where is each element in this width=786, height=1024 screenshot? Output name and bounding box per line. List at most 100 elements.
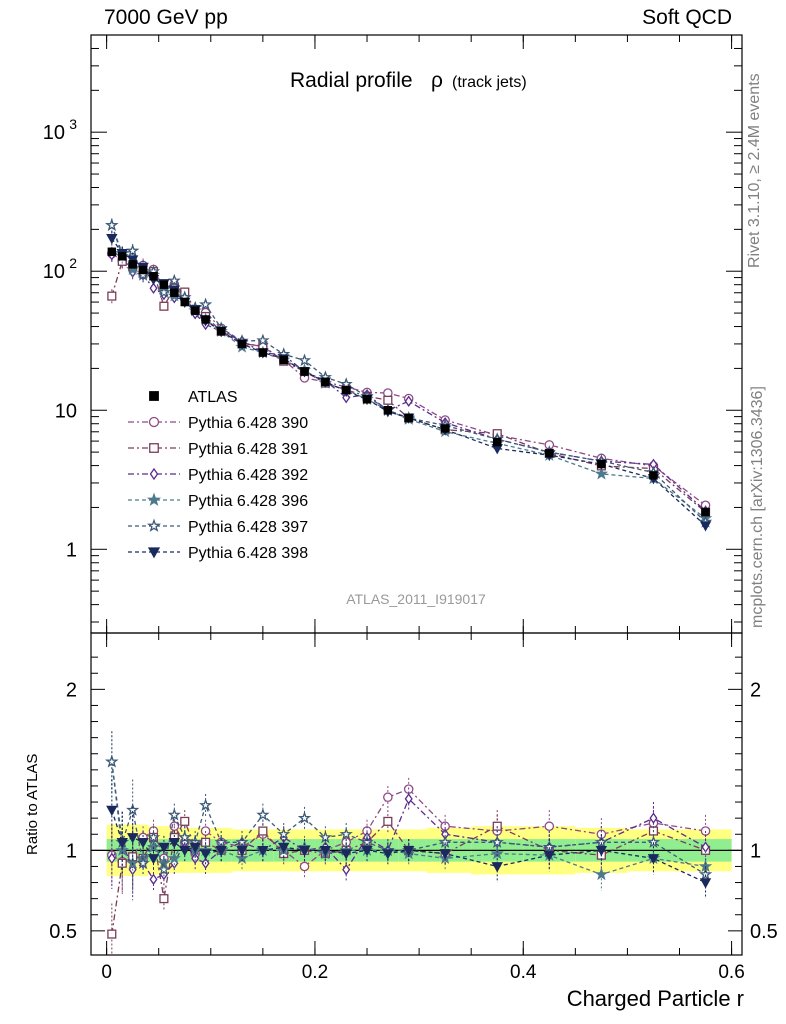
series-1-ratio-point (544, 821, 555, 831)
series-5-main-point (157, 285, 171, 299)
legend-series-marker (149, 467, 159, 481)
atlas-data-point (545, 449, 554, 458)
series-6-ratio-point (647, 854, 660, 865)
x-tick-label: 0 (101, 962, 112, 983)
legend-series-label: Pythia 6.428 396 (188, 493, 308, 510)
atlas-data-point (118, 252, 127, 261)
series-2-ratio-point (258, 826, 268, 836)
series-2-main-point (383, 395, 393, 405)
atlas-data-point (190, 306, 200, 315)
series-5-main-point (256, 333, 270, 347)
ratio-y-tick-label-right: 1 (750, 840, 761, 862)
series-5-ratio-point (157, 862, 171, 876)
series-6-ratio-point (491, 862, 503, 873)
analysis-id-label: ATLAS_2011_I919017 (346, 591, 486, 607)
series-6-ratio-point (126, 833, 139, 844)
atlas-data-point (649, 471, 658, 480)
series-6-ratio-point (168, 837, 181, 849)
atlas-data-point (159, 280, 169, 289)
series-6-ratio-point (439, 849, 451, 860)
series-3-ratio-point (649, 812, 658, 824)
series-5-ratio-point (297, 811, 312, 824)
atlas-data-point (597, 459, 606, 469)
atlas-data-point (258, 348, 268, 357)
atlas-data-point (279, 355, 288, 365)
series-6-ratio-point (137, 837, 149, 849)
series-6-ratio-point (382, 849, 394, 860)
legend-series-marker (146, 518, 162, 532)
main-plot-frame (90, 34, 743, 634)
series-4-ratio-point (126, 856, 140, 869)
main-y-tick-exponent: 3 (69, 116, 77, 132)
chart-title-symbol: ρ (431, 69, 443, 92)
series-3-main-point (149, 282, 158, 294)
header-process-label: Soft QCD (642, 6, 732, 29)
series-4-ratio-point (167, 851, 181, 865)
series-5-main-point (167, 273, 181, 287)
atlas-data-point (362, 395, 372, 404)
atlas-data-point (300, 367, 309, 376)
series-6-ratio-point (298, 846, 311, 857)
series-6-ratio-point (236, 846, 248, 857)
main-y-tick-label: 10 (43, 261, 65, 283)
x-tick-label: 0.4 (510, 962, 537, 983)
legend-series-label: Pythia 6.428 398 (188, 545, 308, 562)
series-4-main-point (594, 466, 609, 480)
series-5-ratio-point (167, 807, 181, 821)
ratio-y-axis-label: Ratio to ATLAS (24, 754, 41, 855)
series-2-ratio-point (159, 894, 169, 904)
ratio-y-tick-label-right: 0.5 (750, 921, 778, 943)
series-6-main-line (111, 237, 706, 527)
legend-series-label: Pythia 6.428 391 (188, 441, 308, 458)
series-2-main-point (159, 301, 169, 311)
series-2-ratio-point (383, 816, 393, 826)
series-5-main-line (111, 225, 706, 523)
series-5-ratio-point (490, 835, 504, 848)
series-3-ratio-point (107, 852, 116, 865)
chart-title-suffix: (track jets) (452, 74, 527, 91)
atlas-data-point (201, 315, 210, 324)
legend-series-marker (148, 416, 160, 428)
main-y-tick-label: 10 (55, 400, 77, 422)
series-5-ratio-point (438, 835, 452, 848)
series-5-ratio-point (198, 798, 213, 812)
atlas-data-point (440, 424, 450, 433)
series-2-ratio-point (117, 858, 127, 868)
x-axis-label: Charged Particle r (567, 986, 744, 1011)
series-6-ratio-point (158, 842, 170, 854)
series-6-ratio-point (361, 846, 373, 857)
series-5-ratio-line (111, 761, 706, 876)
series-4-ratio-point (594, 867, 609, 881)
series-6-ratio-point (147, 854, 160, 865)
legend-series-marker (146, 492, 162, 506)
series-6-ratio-point (215, 846, 227, 857)
atlas-data-point (493, 437, 502, 447)
series-6-ratio-point (595, 846, 608, 857)
legend-series-label: Pythia 6.428 392 (188, 467, 308, 484)
x-tick-label: 0.6 (718, 962, 744, 983)
legend-atlas-marker (149, 391, 159, 401)
atlas-data-point (701, 507, 710, 517)
ratio-y-tick-label-left: 2 (66, 679, 77, 701)
atlas-data-point (341, 385, 351, 395)
series-5-main-point (105, 218, 119, 231)
atlas-data-point (321, 377, 330, 387)
series-6-ratio-point (199, 849, 212, 860)
x-tick-label: 0.2 (302, 962, 328, 983)
legend-series-label: Pythia 6.428 397 (188, 519, 308, 536)
series-5-ratio-point (136, 856, 150, 869)
legend-series-marker (147, 547, 161, 559)
series-2-ratio-point (492, 821, 502, 831)
series-5-ratio-point (146, 830, 161, 844)
series-1-ratio-point (383, 792, 393, 803)
series-6-ratio-point (116, 837, 128, 849)
series-6-main-point (699, 521, 712, 532)
main-y-tick-exponent: 2 (69, 255, 77, 271)
series-5-ratio-point (339, 827, 353, 840)
series-3-ratio-point (404, 793, 413, 805)
series-3-ratio-point (149, 873, 158, 886)
ratio-plot-frame (90, 632, 743, 956)
series-5-ratio-point (594, 835, 609, 848)
series-5-ratio-point (105, 754, 119, 768)
series-6-ratio-point (402, 846, 415, 857)
